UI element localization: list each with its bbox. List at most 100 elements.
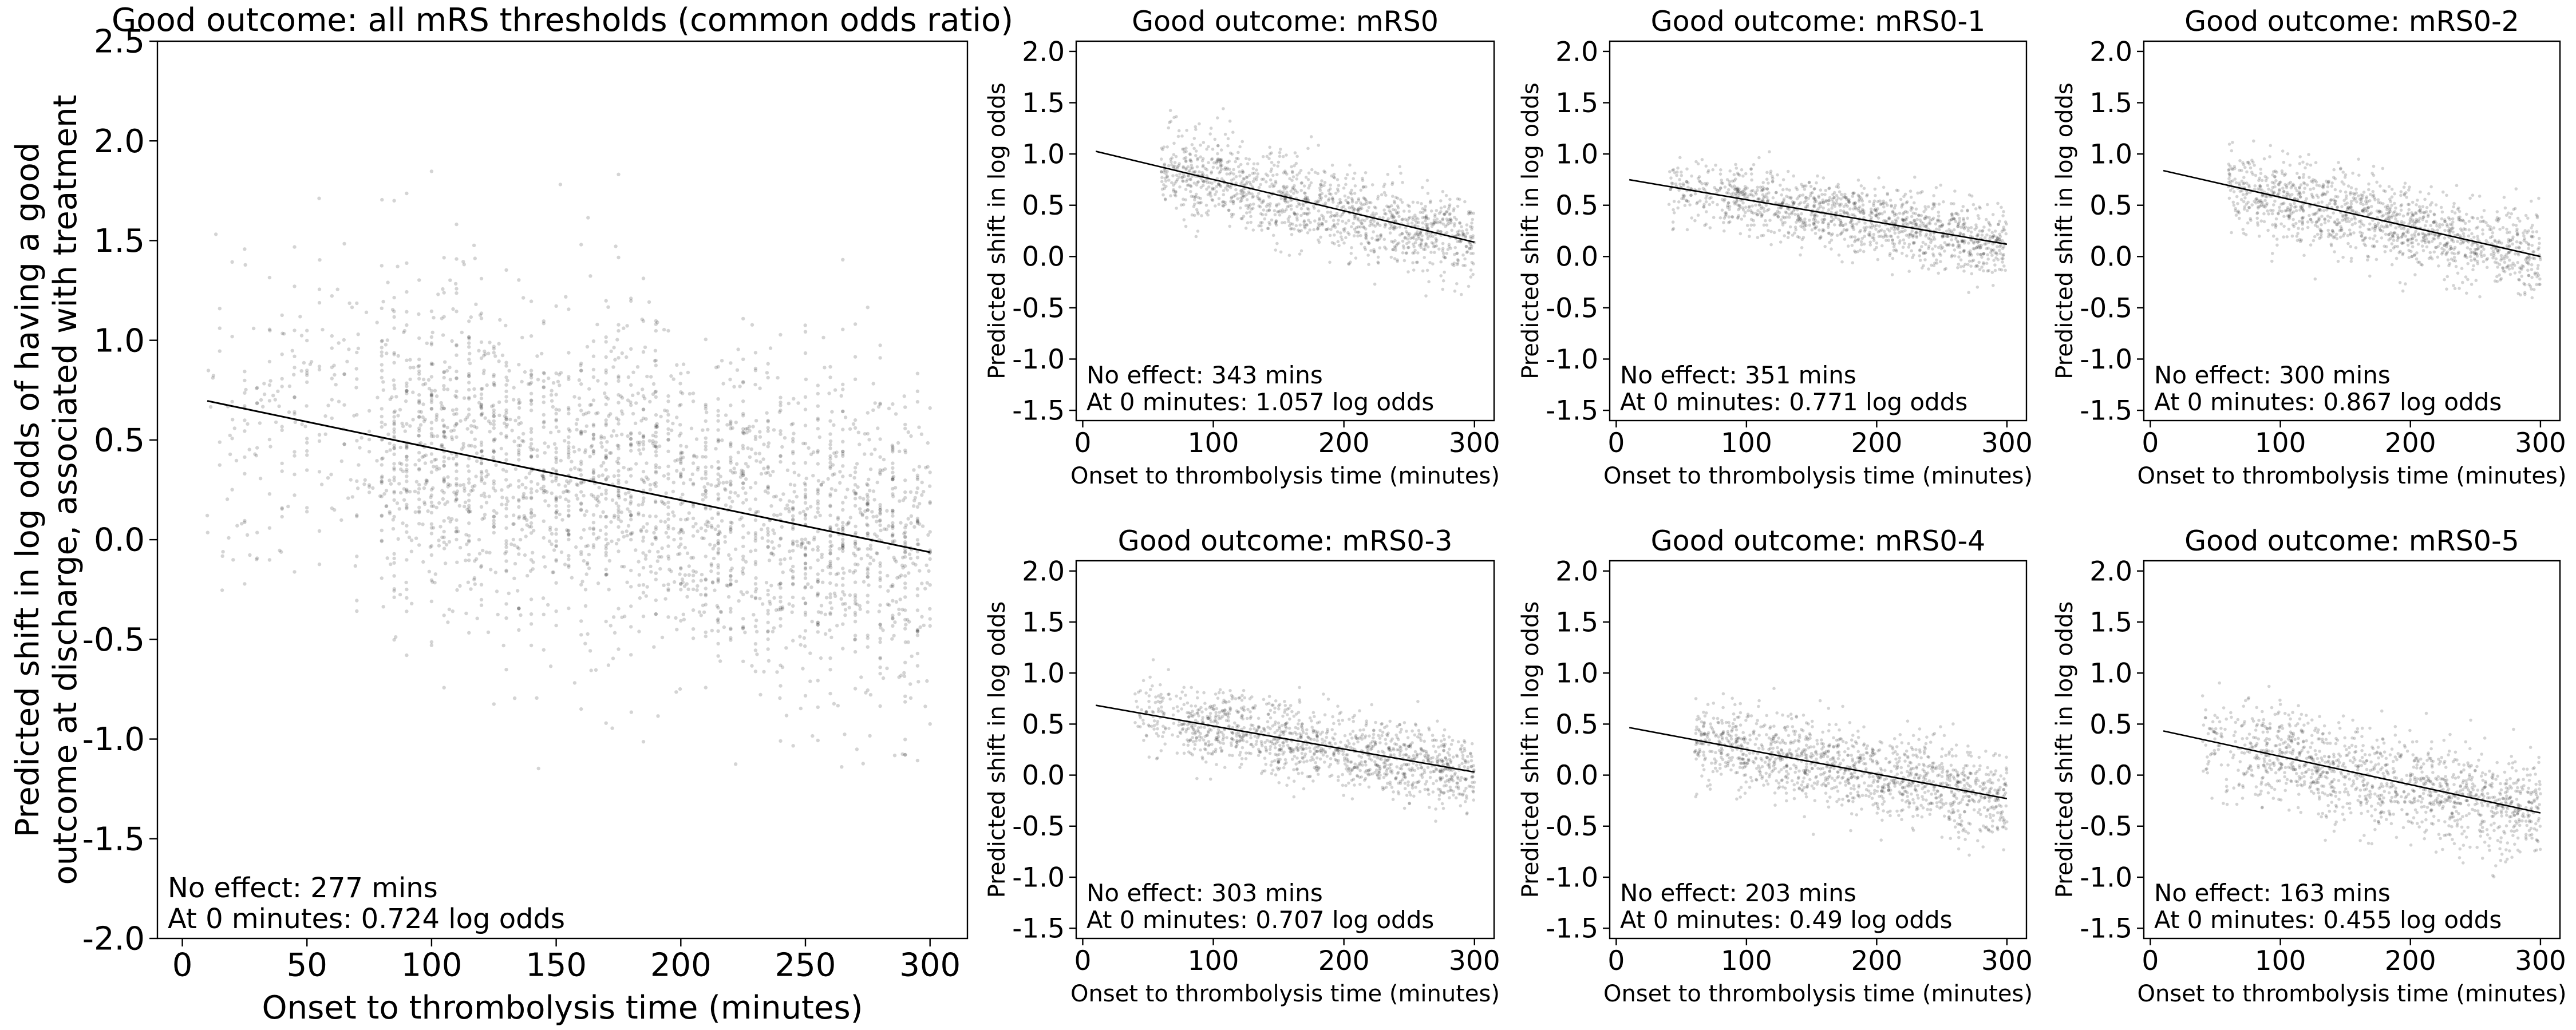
data-point	[717, 529, 721, 533]
data-point	[579, 508, 583, 512]
data-point	[1365, 202, 1368, 205]
data-point	[866, 572, 870, 576]
data-point	[1390, 213, 1394, 217]
data-point	[819, 483, 824, 487]
data-point	[853, 637, 857, 642]
data-point	[753, 434, 758, 439]
data-point	[1850, 219, 1854, 223]
data-point	[529, 622, 534, 626]
data-point	[629, 431, 633, 435]
data-point	[357, 463, 361, 467]
data-point	[647, 549, 651, 553]
data-point	[492, 518, 496, 523]
data-point	[1800, 237, 1804, 241]
data-point	[805, 540, 810, 545]
data-point	[280, 469, 284, 473]
data-point	[638, 431, 642, 435]
data-point	[1971, 259, 1976, 262]
data-point	[893, 558, 897, 562]
data-point	[597, 485, 601, 490]
data-point	[1308, 184, 1311, 187]
data-point	[1743, 188, 1746, 192]
data-point	[803, 566, 808, 570]
data-point	[1227, 159, 1231, 163]
data-point	[467, 521, 471, 525]
data-point	[1214, 204, 1217, 208]
data-point	[1236, 197, 1239, 201]
data-point	[309, 360, 314, 364]
data-point	[803, 461, 808, 465]
data-point	[741, 626, 745, 630]
data-point	[1267, 208, 1271, 212]
data-point	[915, 629, 920, 633]
data-point	[1685, 180, 1689, 184]
data-point	[779, 454, 783, 458]
data-point	[517, 498, 521, 502]
data-point	[741, 381, 745, 385]
data-point	[753, 531, 758, 535]
data-point	[455, 497, 459, 501]
data-point	[504, 568, 508, 572]
data-point	[853, 492, 858, 496]
data-point	[729, 480, 733, 484]
data-point	[851, 422, 856, 426]
data-point	[1807, 180, 1811, 184]
data-point	[463, 500, 468, 504]
data-point	[1373, 249, 1376, 253]
data-point	[686, 370, 690, 375]
data-point	[1436, 229, 1440, 232]
data-point	[517, 516, 521, 520]
data-point	[1461, 234, 1465, 237]
data-point	[1858, 210, 1862, 213]
data-point	[878, 510, 882, 515]
data-point	[446, 475, 450, 479]
data-point	[1425, 225, 1428, 228]
data-point	[605, 572, 609, 576]
data-point	[1943, 249, 1946, 253]
data-point	[1812, 217, 1815, 221]
data-point	[903, 525, 907, 530]
data-point	[1807, 181, 1811, 185]
data-point	[591, 521, 596, 525]
data-point	[585, 561, 590, 565]
data-point	[1408, 232, 1412, 236]
data-point	[1194, 169, 1197, 173]
data-point	[886, 602, 890, 607]
data-point	[1294, 161, 1298, 165]
data-point	[491, 486, 496, 490]
data-point	[1390, 213, 1394, 217]
data-point	[1302, 184, 1306, 188]
data-point	[1992, 248, 1996, 252]
data-point	[1268, 204, 1271, 208]
data-point	[679, 582, 683, 586]
data-point	[497, 413, 501, 418]
data-point	[1396, 196, 1400, 200]
data-point	[611, 429, 616, 433]
data-point	[1188, 159, 1192, 163]
data-point	[1354, 201, 1358, 204]
data-point	[1283, 187, 1286, 191]
data-point	[853, 545, 858, 549]
data-point	[1281, 154, 1285, 159]
data-point	[1453, 290, 1457, 293]
data-point	[791, 549, 795, 553]
data-point	[1733, 187, 1737, 191]
data-point	[1358, 206, 1362, 209]
data-point	[634, 401, 638, 405]
data-point	[1788, 215, 1791, 219]
data-point	[621, 530, 625, 534]
data-point	[868, 489, 872, 493]
data-point	[554, 581, 558, 585]
data-point	[717, 547, 721, 551]
data-point	[654, 423, 658, 427]
data-point	[729, 461, 733, 465]
data-point	[554, 544, 558, 549]
data-point	[777, 410, 782, 414]
data-point	[1937, 218, 1941, 222]
data-point	[868, 734, 872, 738]
data-point	[704, 522, 708, 526]
data-point	[554, 544, 558, 548]
data-point	[1748, 193, 1752, 196]
data-point	[492, 530, 496, 535]
data-point	[1669, 188, 1672, 191]
